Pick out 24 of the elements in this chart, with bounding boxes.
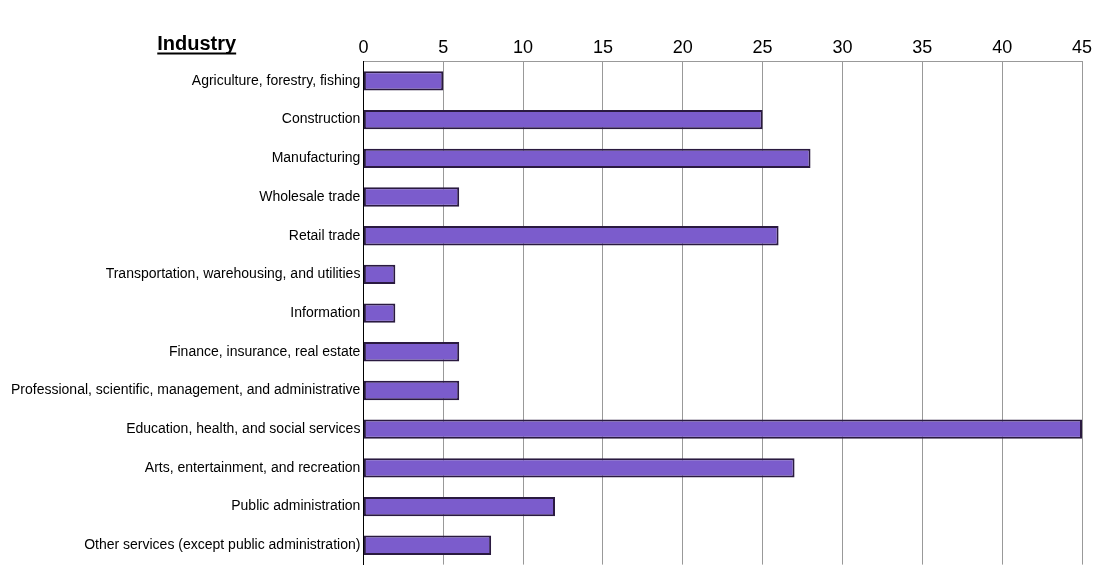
y-tick-label: Information [290, 303, 361, 320]
y-tick-label: Manufacturing [271, 149, 361, 166]
y-tick-label: Construction [281, 110, 361, 127]
y-tick-label: Professional, scientific, management, and administrative [10, 381, 361, 398]
y-tick-label: Agriculture, forestry, fishing [191, 71, 361, 88]
x-tick-label: 25 [752, 36, 773, 57]
y-tick-label: Retail trade [288, 226, 361, 243]
x-tick-label: 10 [513, 36, 534, 57]
x-tick-label: 0 [358, 36, 369, 57]
y-tick-label: Education, health, and social services [126, 420, 361, 437]
x-tick-label: 40 [992, 36, 1013, 57]
y-axis-title: Industry [157, 31, 238, 54]
y-tick-label: Other services (except public administration) [84, 536, 361, 553]
y-tick-label: Public administration [231, 497, 361, 514]
x-tick-label: 35 [912, 36, 933, 57]
y-tick-label: Finance, insurance, real estate [168, 342, 361, 359]
x-tick-label: 30 [832, 36, 853, 57]
y-tick-label: Wholesale trade [259, 187, 361, 204]
x-tick-label: 15 [592, 36, 613, 57]
x-tick-label: 5 [438, 36, 449, 57]
y-tick-label: Arts, entertainment, and recreation [144, 458, 361, 475]
x-tick-label: 45 [1071, 36, 1093, 57]
y-tick-label: Transportation, warehousing, and utilities [105, 265, 361, 282]
x-tick-label: 20 [672, 36, 693, 57]
